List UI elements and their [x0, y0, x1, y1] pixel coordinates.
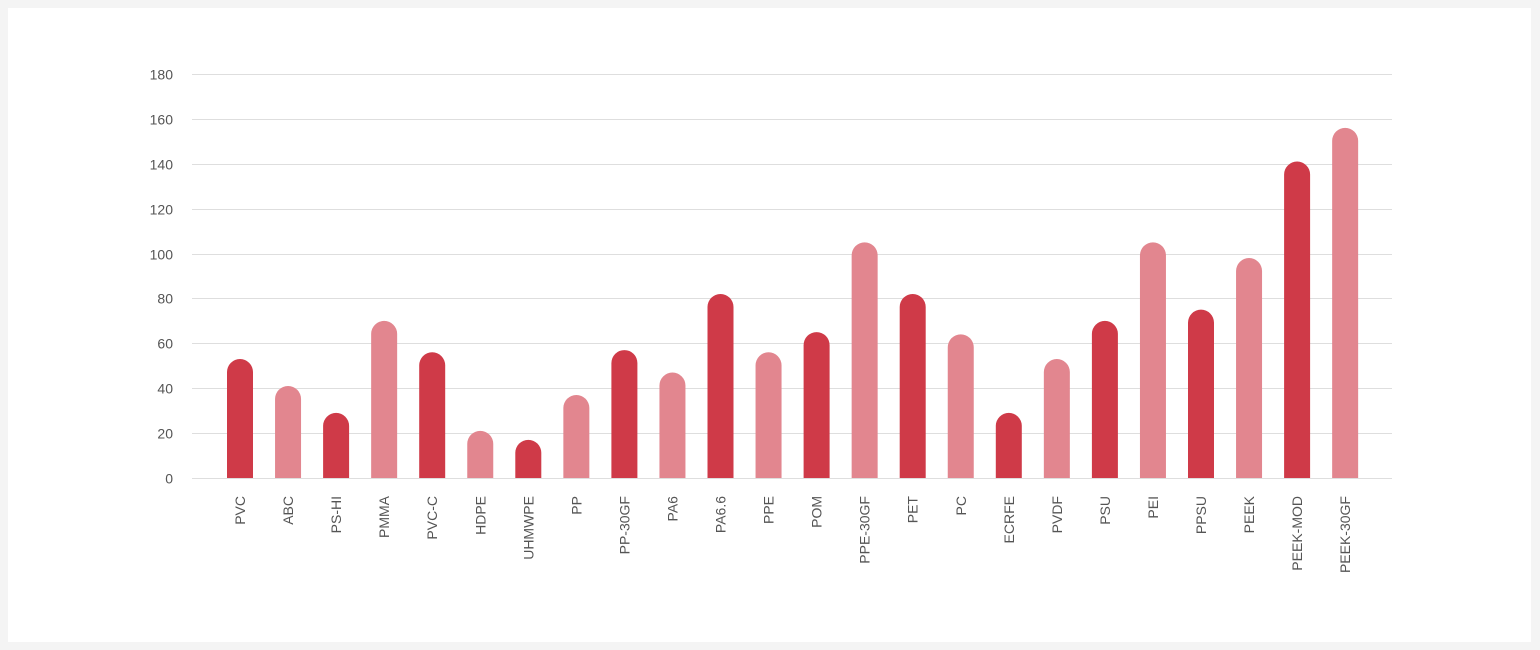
y-tick-label: 80 — [157, 291, 173, 307]
bar-ppe — [755, 352, 782, 478]
bar-hdpe — [467, 430, 494, 478]
bar-pp — [563, 394, 590, 478]
chart-card — [8, 8, 1531, 642]
x-category-label: PP-30GF — [616, 496, 632, 554]
x-category-label: PMMA — [376, 495, 392, 538]
x-category-label: PEEK-MOD — [1289, 496, 1305, 571]
x-category-label: ABC — [280, 496, 296, 525]
x-category-label: PET — [905, 496, 921, 524]
x-category-label: PEI — [1145, 496, 1161, 519]
bar-uhmwpe — [515, 439, 542, 478]
y-tick-label: 180 — [150, 67, 174, 83]
bar-ps-hi — [323, 412, 350, 478]
x-category-label: PPE — [761, 496, 777, 524]
y-tick-label: 120 — [150, 202, 174, 218]
x-category-label: PVDF — [1049, 496, 1065, 533]
bar-ppsu — [1188, 309, 1214, 478]
bar-pp-30gf — [611, 350, 638, 478]
x-category-label: UHMWPE — [520, 496, 536, 560]
bar-pom — [803, 332, 830, 478]
bar-ecrfe — [995, 412, 1022, 478]
x-category-label: PSU — [1097, 496, 1113, 525]
y-axis-ticks: 0 20 40 60 80 100 120 140 160 180 — [150, 67, 174, 487]
bar-pet — [899, 293, 926, 478]
bar-pa6-6 — [707, 293, 734, 478]
bar-peek-mod — [1284, 161, 1311, 479]
x-category-label: PC — [953, 496, 969, 515]
y-tick-label: 140 — [150, 157, 174, 173]
y-tick-label: 40 — [157, 381, 173, 397]
x-category-label: PVC — [232, 496, 248, 525]
bars — [227, 127, 1359, 479]
x-axis-labels: PVC ABC PS-HI PMMA PVC-C HDPE UHMWPE PP PP-30GF P… — [232, 495, 1353, 573]
bar-abc — [275, 385, 302, 478]
x-category-label: POM — [809, 496, 825, 528]
y-tick-label: 0 — [165, 471, 173, 487]
bar-ppe-30gf — [851, 242, 878, 478]
y-tick-label: 100 — [150, 247, 174, 263]
x-category-label: PVC-C — [424, 496, 440, 540]
x-category-label: PEEK-30GF — [1337, 496, 1353, 573]
y-tick-label: 20 — [157, 426, 173, 442]
bar-pvdf — [1043, 359, 1070, 478]
x-category-label: PPE-30GF — [857, 496, 873, 564]
bar-pei — [1139, 242, 1166, 478]
x-category-label: PP — [568, 496, 584, 515]
x-category-label: PS-HI — [328, 496, 344, 533]
x-category-label: HDPE — [472, 496, 488, 535]
x-category-label: ECRFE — [1001, 496, 1017, 543]
bar-psu — [1091, 320, 1118, 478]
x-category-label: PEEK — [1241, 495, 1257, 533]
x-category-label: PPSU — [1193, 496, 1209, 534]
x-category-label: PA6.6 — [713, 496, 729, 533]
y-tick-label: 60 — [157, 336, 173, 352]
bar-pmma — [371, 320, 398, 478]
bar-pc — [947, 334, 974, 478]
bar-pa6 — [659, 372, 686, 478]
y-tick-label: 160 — [150, 112, 174, 128]
x-category-label: PA6 — [664, 496, 680, 522]
bar-peek — [1236, 258, 1263, 478]
bar-pvc — [227, 359, 253, 478]
bar-pvc-c — [419, 352, 446, 478]
bar-peek-30gf — [1332, 127, 1359, 479]
